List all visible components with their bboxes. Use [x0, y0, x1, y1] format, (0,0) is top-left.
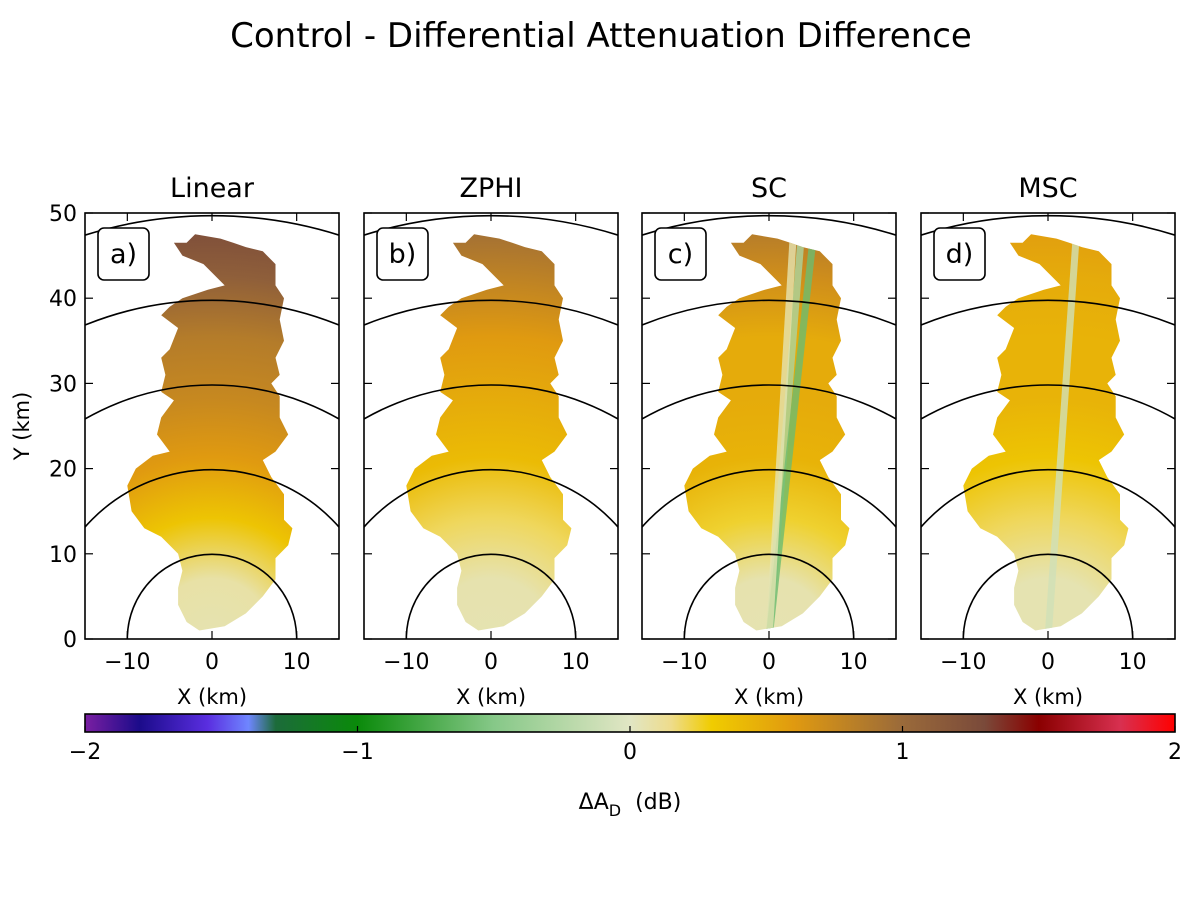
- range-ring: [921, 299, 1175, 327]
- colorbar-tick-label: −1: [341, 740, 373, 765]
- panel-label: a): [110, 239, 137, 270]
- y-axis-label: Y (km): [10, 392, 34, 462]
- x-tick-label: 10: [1119, 650, 1147, 675]
- panel-title: ZPHI: [459, 173, 522, 204]
- x-tick-label: 10: [840, 650, 868, 675]
- panel-label-box: [654, 227, 707, 281]
- colorbar-tick-label: 0: [623, 740, 637, 765]
- range-ring: [364, 468, 618, 529]
- plot-area: [921, 214, 1175, 639]
- x-axis-label: X (km): [734, 685, 804, 709]
- range-ring: [921, 384, 1175, 421]
- range-ring: [364, 384, 618, 421]
- range-ring: [85, 299, 339, 327]
- y-tick-label: 50: [49, 202, 77, 227]
- x-tick-label: 0: [205, 650, 219, 675]
- colorbar-tick-label: 2: [1168, 740, 1182, 765]
- panel-title: MSC: [1018, 173, 1077, 204]
- echo-field: [127, 234, 293, 631]
- panel-linear: Linear a) −10 0 10 0 10 20 30 40 50 X (km) Y (km): [10, 173, 340, 709]
- echo-field: [406, 234, 572, 631]
- x-tick-label: −10: [383, 650, 429, 675]
- panel-title: SC: [751, 173, 787, 204]
- range-ring: [85, 468, 339, 529]
- y-tick-label: 10: [49, 543, 77, 568]
- range-ring: [642, 299, 896, 327]
- panel-label: c): [668, 239, 693, 270]
- x-tick-label: 0: [484, 650, 498, 675]
- colorbar: −2 −1 0 1 2 ΔAD (dB): [69, 713, 1182, 820]
- x-axis-label: X (km): [456, 685, 526, 709]
- range-ring: [85, 384, 339, 421]
- plot-area: [642, 214, 896, 639]
- panel-label: d): [946, 239, 974, 270]
- x-axis-label: X (km): [1013, 685, 1083, 709]
- range-ring: [642, 384, 896, 421]
- echo-field: [684, 234, 850, 631]
- y-tick-label: 30: [49, 372, 77, 397]
- panel-label-box: [933, 227, 986, 281]
- x-tick-label: 10: [562, 650, 590, 675]
- y-tick-label: 0: [63, 628, 77, 653]
- x-axis-label: X (km): [177, 685, 247, 709]
- x-tick-label: −10: [940, 650, 986, 675]
- x-tick-label: −10: [661, 650, 707, 675]
- x-tick-label: 10: [283, 650, 311, 675]
- range-ring: [642, 468, 896, 529]
- panel-zphi: ZPHI b) −10 0 10 X (km): [363, 173, 619, 709]
- panel-sc: SC c) −10 0 10 X (km): [641, 173, 897, 709]
- range-ring: [364, 299, 618, 327]
- y-tick-label: 40: [49, 287, 77, 312]
- x-tick-label: 0: [1041, 650, 1055, 675]
- panel-msc: MSC d) −10 0 10 X (km): [920, 173, 1176, 709]
- x-tick-label: −10: [104, 650, 150, 675]
- panel-title: Linear: [170, 173, 255, 204]
- range-ring: [921, 468, 1175, 529]
- colorbar-label: ΔAD (dB): [579, 790, 682, 820]
- echo-field: [963, 234, 1129, 631]
- figure-title: Control - Differential Attenuation Diffe…: [230, 16, 972, 56]
- colorbar-tick-label: 1: [896, 740, 910, 765]
- colorbar-tick-label: −2: [69, 740, 101, 765]
- panel-label-box: [97, 227, 150, 281]
- y-tick-label: 20: [49, 458, 77, 483]
- x-tick-label: 0: [762, 650, 776, 675]
- panels: Linear a) −10 0 10 0 10 20 30 40 50 X (km) Y (km) ZPH…: [10, 173, 1176, 709]
- panel-label: b): [389, 239, 417, 270]
- panel-label-box: [376, 227, 429, 281]
